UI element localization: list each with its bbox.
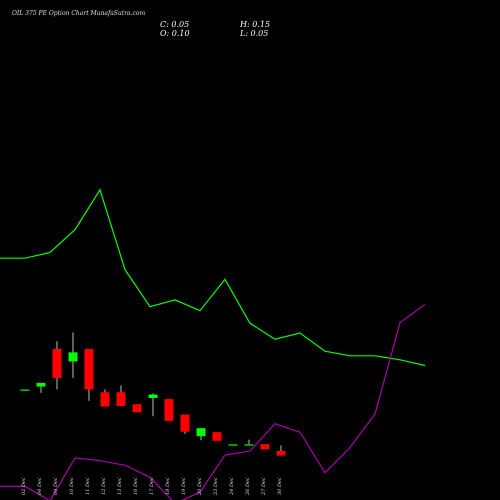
candle-body-1 <box>36 382 46 387</box>
low-value: L: 0.05 <box>240 29 269 38</box>
candle-body-2 <box>52 348 62 379</box>
candle-body-15 <box>260 444 270 450</box>
date-label-14: 26 Dec <box>245 477 251 496</box>
date-label-0: 02 Dec <box>21 477 27 495</box>
date-label-10: 19 Dec <box>181 477 187 495</box>
purple-indicator-line <box>0 303 426 500</box>
date-label-6: 13 Dec <box>117 477 123 495</box>
green-indicator-line <box>0 188 426 367</box>
date-label-5: 12 Dec <box>101 477 107 495</box>
candle-body-13 <box>228 444 238 446</box>
candle-body-4 <box>84 348 94 390</box>
high-value: H: 0.15 <box>240 20 271 29</box>
date-label-9: 18 Dec <box>165 477 171 495</box>
candle-body-7 <box>132 404 142 413</box>
date-label-3: 10 Dec <box>69 477 75 495</box>
candle-body-8 <box>148 394 158 398</box>
candle-body-10 <box>180 414 190 432</box>
date-label-2: 09 Dec <box>53 477 59 495</box>
open-value: O: 0.10 <box>160 29 190 38</box>
date-label-8: 17 Dec <box>149 477 155 495</box>
date-label-15: 27 Dec <box>261 477 267 496</box>
candle-body-6 <box>116 392 126 406</box>
date-label-11: 20 Dec <box>197 477 203 496</box>
candle-body-0 <box>20 389 30 391</box>
candle-body-11 <box>196 428 206 437</box>
candle-body-12 <box>212 432 222 441</box>
date-label-12: 23 Dec <box>213 477 219 496</box>
candle-body-14 <box>244 444 254 446</box>
close-value: C: 0.05 <box>160 20 190 29</box>
candle-body-16 <box>276 451 286 456</box>
date-label-1: 04 Dec <box>37 477 43 495</box>
date-label-4: 11 Dec <box>85 477 91 495</box>
candle-body-3 <box>68 352 78 362</box>
date-label-16: 30 Dec <box>277 477 283 495</box>
candle-body-5 <box>100 392 110 407</box>
chart-title: OIL 375 PE Option Chart MunafaSutra.com <box>12 10 146 17</box>
candle-body-9 <box>164 399 174 421</box>
date-label-13: 24 Dec <box>229 477 235 496</box>
date-label-7: 16 Dec <box>133 477 139 495</box>
